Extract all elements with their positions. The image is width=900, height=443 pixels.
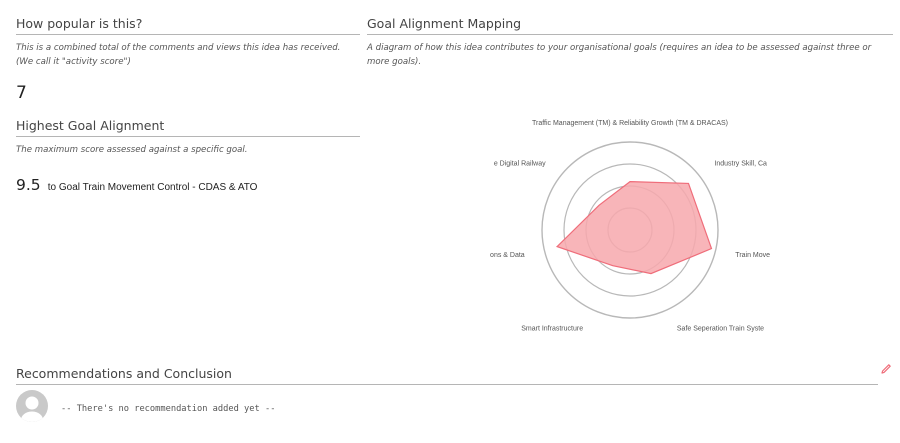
radar-axis-label: e Digital Railway [494,161,546,168]
highest-alignment-line: 9.5 to Goal Train Movement Control - CDA… [16,175,257,194]
radar-axis-label: Traffic Management (TM) & Reliability Gr… [532,120,728,127]
highest-alignment-title: Highest Goal Alignment [16,118,360,137]
goal-mapping-title: Goal Alignment Mapping [367,16,893,35]
radar-axis-label: Safe Seperation Train Syste [677,325,764,332]
highest-alignment-goal: to Goal Train Movement Control - CDAS & … [47,182,258,193]
radar-axis-label: Industry Skill, Ca [714,161,767,168]
popularity-title: How popular is this? [16,16,360,35]
radar-axis-labels: Traffic Management (TM) & Reliability Gr… [490,120,770,332]
activity-score: 7 [16,83,27,103]
recommendations-title: Recommendations and Conclusion [16,366,878,385]
goal-mapping-description: A diagram of how this idea contributes t… [367,43,872,67]
highest-alignment-description: The maximum score assessed against a spe… [16,145,248,155]
no-recommendation-text: -- There's no recommendation added yet -… [61,404,276,414]
radar-axis-label: Train Move [735,252,770,259]
radar-axis-label: ons & Data [490,252,525,259]
radar-ring [541,141,719,319]
highest-alignment-score: 9.5 [16,176,41,194]
radar-axis-label: Smart Infrastructure [521,325,583,332]
radar-data-area [555,180,713,275]
goal-alignment-radar-chart: Traffic Management (TM) & Reliability Gr… [490,120,770,332]
user-avatar-icon [16,390,48,422]
pencil-icon[interactable] [880,363,892,375]
popularity-description: This is a combined total of the comments… [16,43,341,67]
